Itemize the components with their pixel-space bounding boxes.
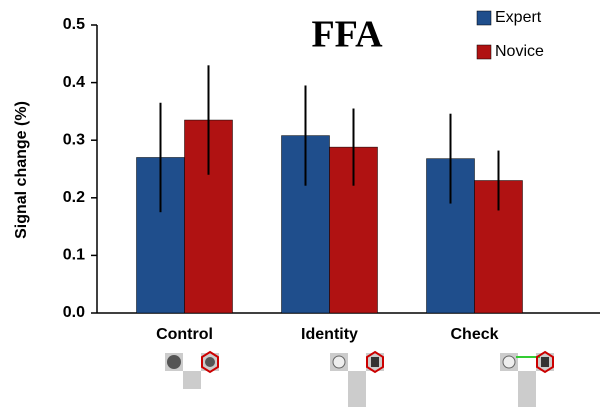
y-axis-label: Signal change (%)	[13, 101, 30, 239]
y-tick-label: 0.2	[63, 189, 85, 206]
y-tick-label: 0.0	[63, 304, 85, 321]
y-tick-label: 0.3	[63, 131, 85, 148]
y-tick-label: 0.5	[63, 16, 85, 33]
legend-swatch	[476, 10, 492, 26]
y-tick-label: 0.1	[63, 247, 85, 264]
legend-label: Expert	[495, 9, 542, 26]
legend-swatch	[476, 44, 492, 60]
y-tick-label: 0.4	[63, 74, 85, 91]
x-tick-label: Control	[156, 326, 213, 343]
x-tick-label: Check	[450, 326, 498, 343]
board-icons	[165, 350, 554, 407]
chart-title: FFA	[311, 14, 383, 56]
legend-label: Novice	[495, 43, 544, 60]
x-tick-label: Identity	[301, 326, 358, 343]
